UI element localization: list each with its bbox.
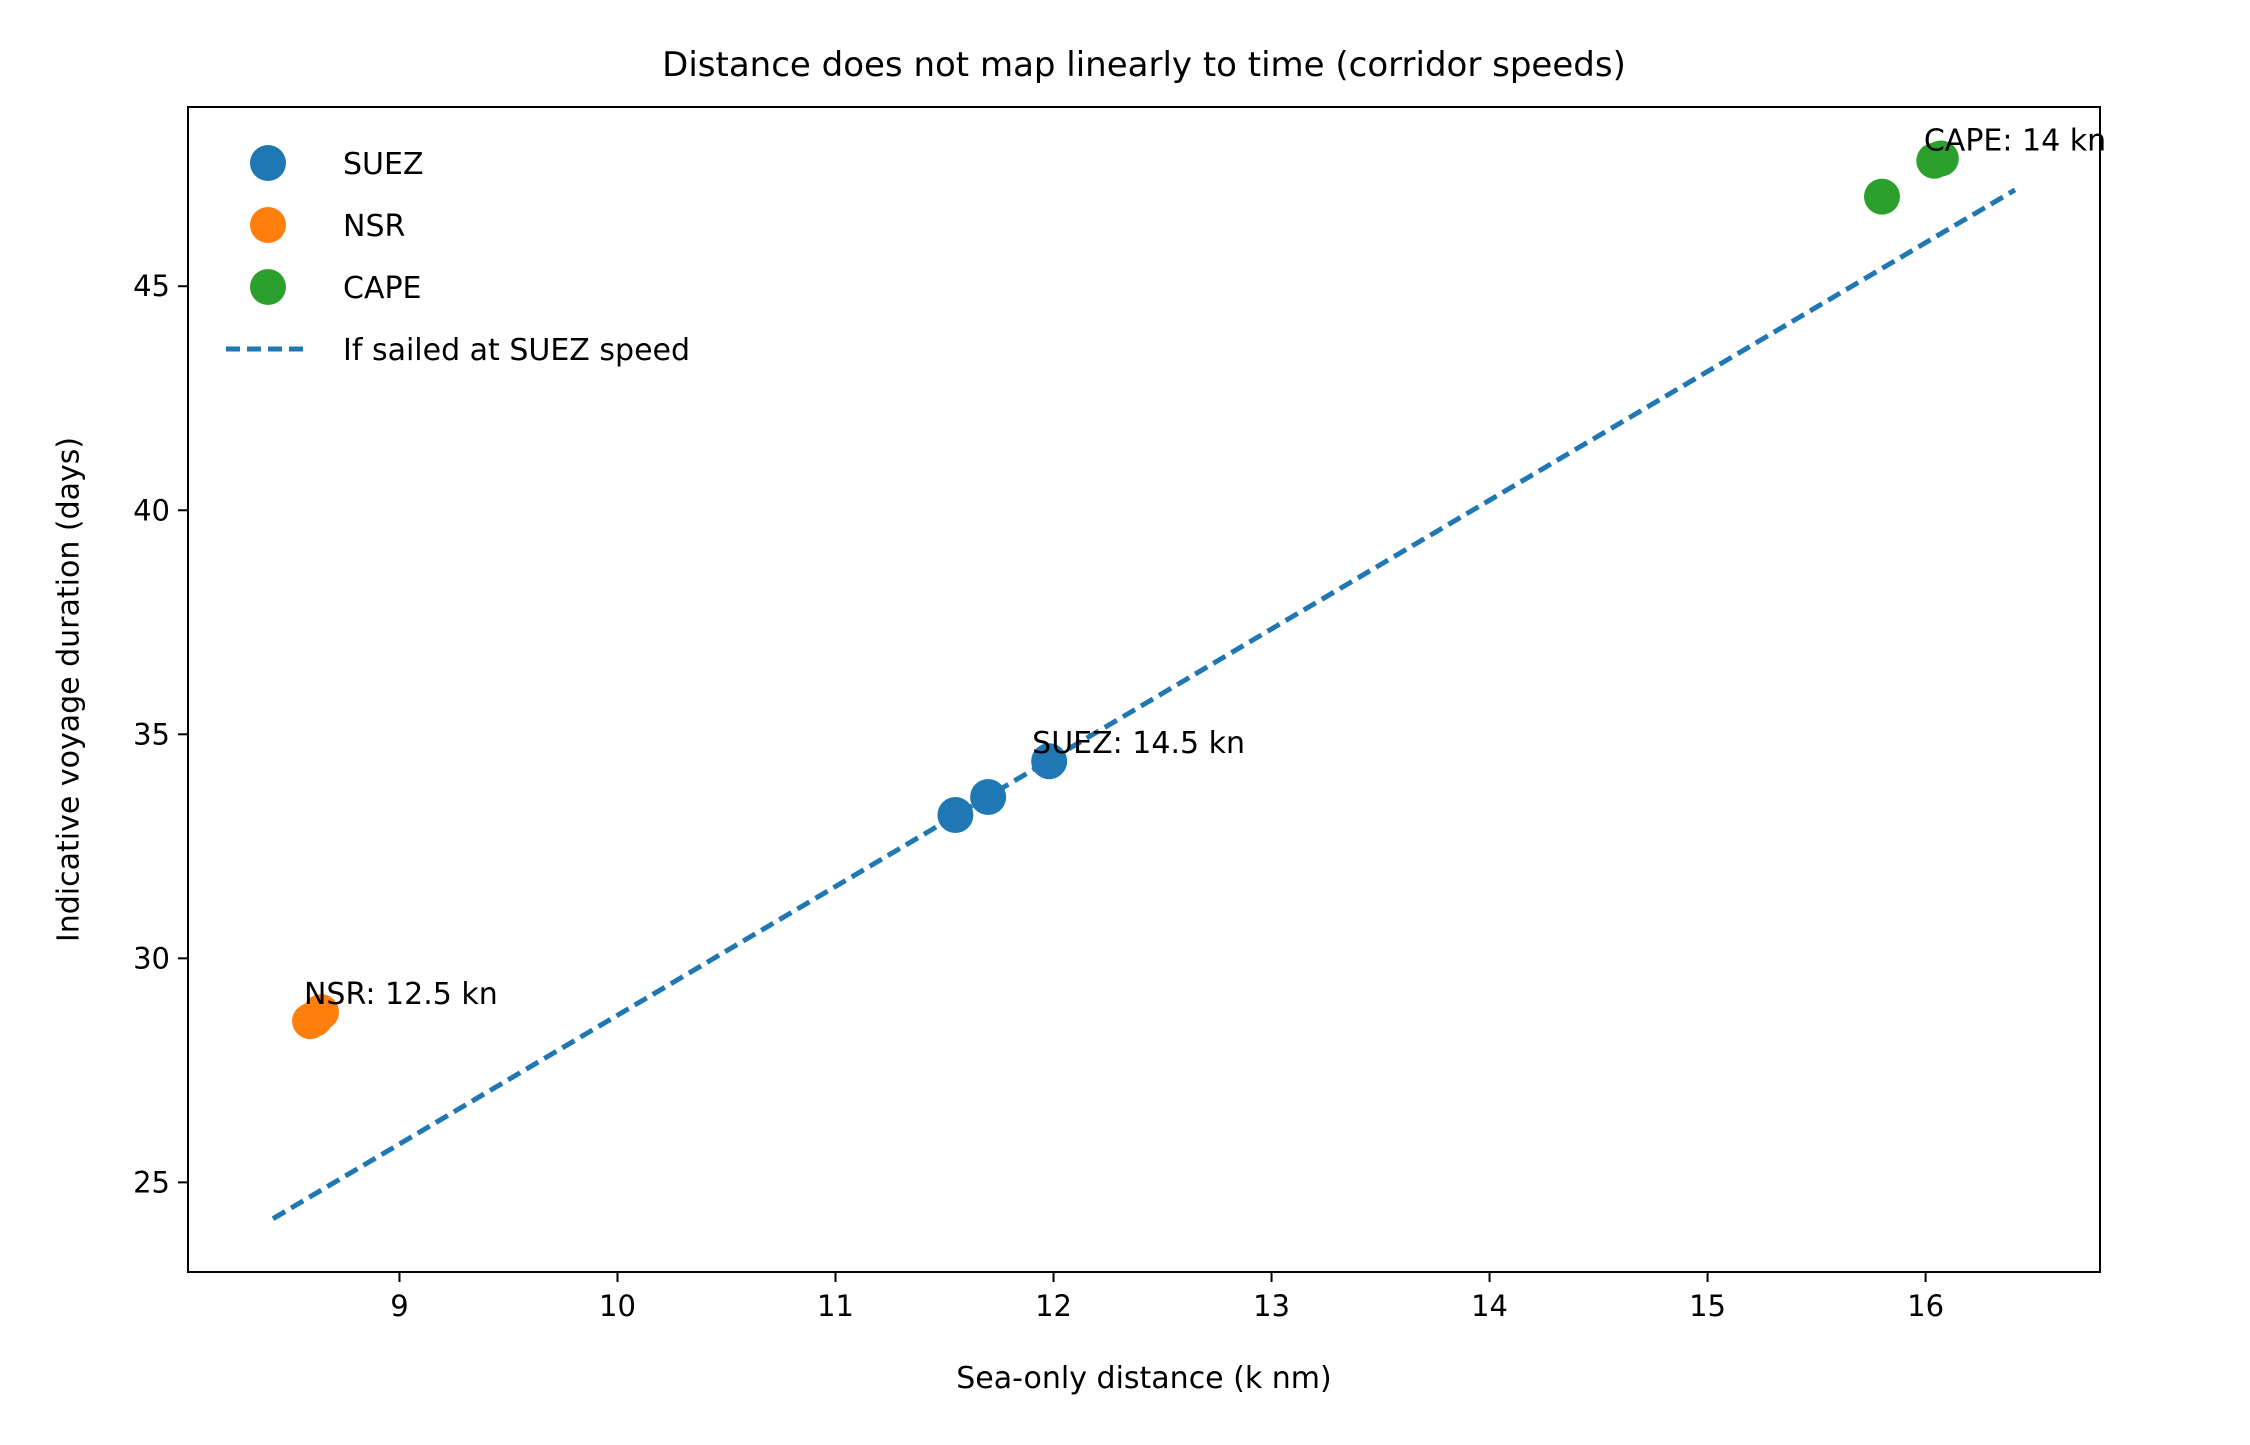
cape-point <box>1863 178 1900 215</box>
y-tick-label: 30 <box>133 941 170 975</box>
suez-point <box>937 796 974 833</box>
x-tick-label: 12 <box>1035 1289 1072 1323</box>
reference-line <box>271 187 2017 1221</box>
x-tick-label: 10 <box>599 1289 636 1323</box>
y-tick-label: 25 <box>133 1165 170 1199</box>
points-layer <box>292 140 1959 1040</box>
y-axis-label: Indicative voyage duration (days) <box>52 437 87 942</box>
legend: SUEZ NSR CAPE If sailed at SUEZ speed <box>226 145 690 368</box>
y-tick-label: 35 <box>133 717 170 751</box>
nsr-annotation: NSR: 12.5 kn <box>304 977 498 1012</box>
nsr-point <box>302 994 339 1031</box>
tick-layer: 9 10 11 12 13 14 15 16 25 30 35 40 45 <box>133 269 1944 1323</box>
plot-frame <box>187 106 2101 1273</box>
x-tick-label: 9 <box>390 1289 408 1323</box>
cape-point <box>1922 140 1959 177</box>
legend-marker-nsr <box>250 207 286 243</box>
chart-title: Distance does not map linearly to time (… <box>662 45 1626 85</box>
suez-point <box>1031 743 1068 780</box>
x-tick-label: 15 <box>1689 1289 1726 1323</box>
suez-point <box>970 779 1007 816</box>
cape-annotation: CAPE: 14 kn <box>1924 124 2106 159</box>
suez-annotation: SUEZ: 14.5 kn <box>1032 726 1245 761</box>
reference-line-layer <box>271 187 2017 1221</box>
x-axis-label: Sea-only distance (k nm) <box>956 1361 1331 1396</box>
annotation-layer: SUEZ: 14.5 kn NSR: 12.5 kn CAPE: 14 kn <box>304 124 2106 1013</box>
x-tick-label: 13 <box>1253 1289 1290 1323</box>
y-tick-label: 45 <box>133 269 170 303</box>
legend-marker-suez <box>250 145 286 181</box>
x-tick-label: 14 <box>1471 1289 1508 1323</box>
x-tick-label: 16 <box>1907 1289 1944 1323</box>
legend-label-suez: SUEZ <box>343 147 424 182</box>
x-tick-label: 11 <box>817 1289 854 1323</box>
legend-label-reference: If sailed at SUEZ speed <box>343 333 690 368</box>
legend-label-cape: CAPE <box>343 271 422 306</box>
y-tick-label: 40 <box>133 493 170 527</box>
legend-label-nsr: NSR <box>343 209 405 244</box>
legend-marker-cape <box>250 269 286 305</box>
